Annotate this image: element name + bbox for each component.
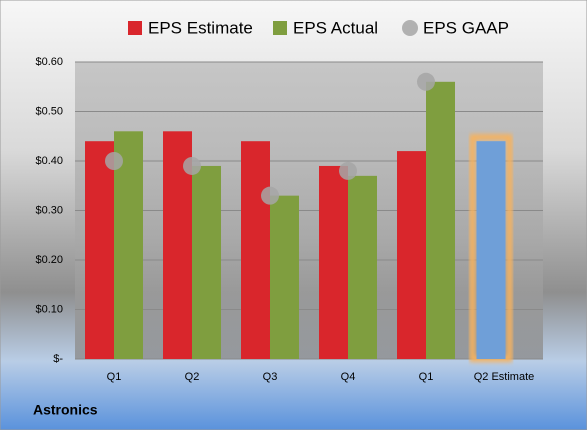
bar — [192, 165, 221, 359]
gaap-dot — [417, 72, 435, 91]
legend-swatch — [128, 21, 142, 35]
y-tick-label: $0.40 — [35, 155, 63, 167]
y-tick-label: $- — [53, 353, 63, 365]
legend-label: EPS Actual — [293, 18, 378, 37]
y-tick-label: $0.10 — [35, 303, 63, 315]
gaap-dot — [105, 152, 123, 170]
y-tick-label: $0.30 — [35, 204, 63, 216]
gaap-dot — [183, 156, 201, 175]
bar — [241, 141, 270, 359]
gaap-dot — [339, 161, 357, 180]
bar — [348, 175, 377, 359]
x-tick-label: Q1 — [419, 371, 434, 383]
x-tick-label: Q2 Estimate — [474, 371, 535, 383]
bar — [319, 165, 348, 359]
x-tick-label: Q2 — [185, 371, 200, 383]
legend-swatch — [402, 20, 418, 36]
legend-label: EPS Estimate — [148, 18, 253, 37]
gaap-dot — [261, 186, 279, 205]
x-tick-label: Q3 — [263, 371, 278, 383]
y-tick-label: $0.60 — [35, 56, 63, 68]
y-tick-label: $0.20 — [35, 254, 63, 266]
bar — [270, 195, 299, 359]
bar — [476, 141, 506, 359]
bar — [397, 151, 426, 359]
legend-label: EPS GAAP — [423, 18, 509, 37]
x-tick-label: Q4 — [341, 371, 356, 383]
bar — [426, 81, 455, 360]
footer: Astronics — [33, 402, 98, 418]
x-tick-label: Q1 — [107, 371, 122, 383]
bar — [85, 141, 114, 359]
bar — [114, 131, 143, 359]
y-tick-label: $0.50 — [35, 105, 63, 117]
legend-swatch — [273, 21, 287, 35]
